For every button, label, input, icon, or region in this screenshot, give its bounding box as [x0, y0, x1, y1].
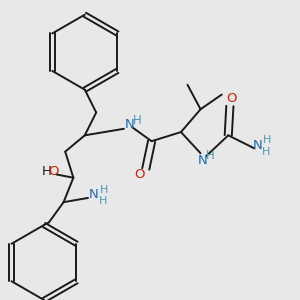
Text: H: H — [133, 114, 142, 127]
Text: H: H — [262, 147, 270, 157]
Text: H: H — [98, 196, 107, 206]
Text: O: O — [49, 165, 59, 178]
Text: H: H — [206, 149, 215, 162]
Text: O: O — [134, 168, 145, 181]
Text: H: H — [42, 165, 52, 178]
Text: O: O — [226, 92, 237, 105]
Text: H: H — [263, 135, 272, 145]
Text: N: N — [125, 118, 135, 131]
Text: N: N — [253, 139, 262, 152]
Text: N: N — [197, 154, 207, 167]
Text: N: N — [89, 188, 99, 201]
Text: H: H — [100, 185, 109, 195]
